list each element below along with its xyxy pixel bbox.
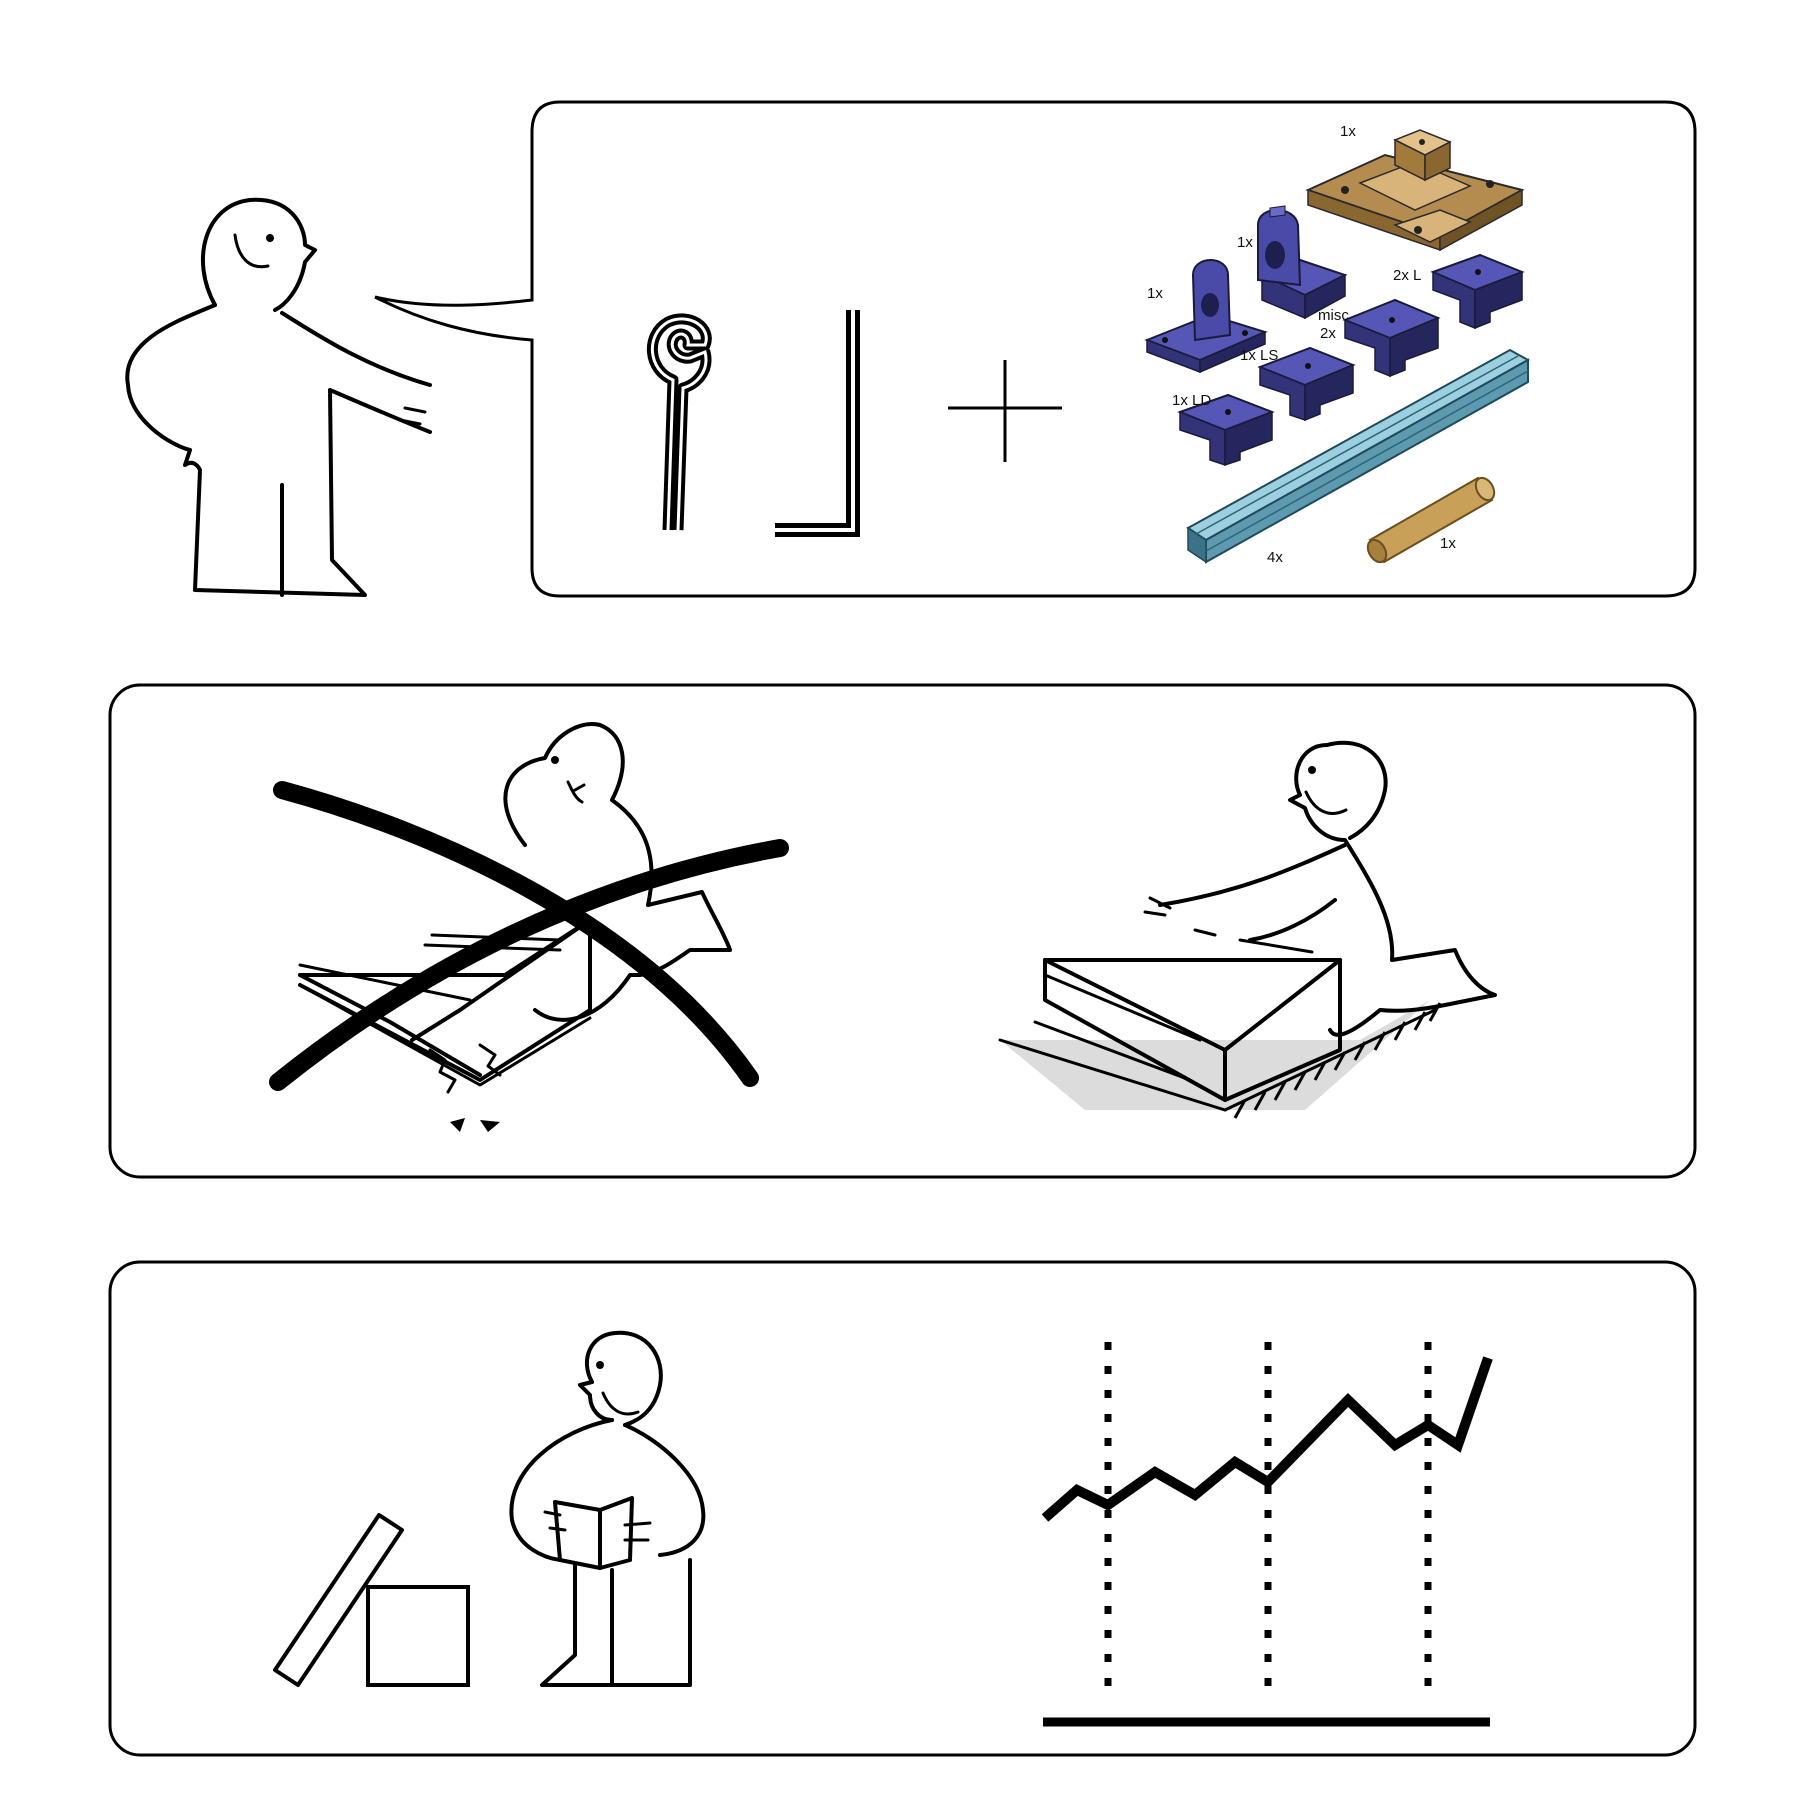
bearing-mount-part <box>1144 259 1268 374</box>
misc-bracket-part <box>1342 298 1441 378</box>
wrench-icon <box>647 313 712 531</box>
panel-3-frame <box>108 1260 1697 1757</box>
rod-part <box>1366 476 1496 564</box>
misc-bracket-label-line2: 2x <box>1320 325 1336 342</box>
l-bracket-label: 2x L <box>1393 267 1421 284</box>
reading-person-icon <box>509 1330 706 1687</box>
callout-box <box>374 100 1697 598</box>
motor-mount-part <box>1257 205 1348 320</box>
extrusion-part <box>1186 348 1531 564</box>
ld-bracket-label: 1x LD <box>1172 392 1211 409</box>
trend-graph-icon <box>1041 1342 1493 1727</box>
panel-1: 1x 1x 1x <box>125 100 1697 598</box>
parts-illustration: 1x 1x 1x <box>1144 123 1531 566</box>
base-part <box>1305 129 1525 252</box>
pointing-person-icon <box>125 197 432 597</box>
ls-bracket-part <box>1257 346 1356 422</box>
right-way-scene <box>998 740 1497 1119</box>
motor-mount-label: 1x <box>1237 234 1253 251</box>
panel-2 <box>108 683 1697 1179</box>
extrusion-label: 4x <box>1267 549 1283 566</box>
rod-label: 1x <box>1440 535 1456 552</box>
plus-icon <box>948 360 1062 462</box>
ls-bracket-label: 1x LS <box>1240 347 1278 364</box>
wrong-way-scene <box>269 722 789 1132</box>
l-bracket-part <box>1430 253 1525 330</box>
forbidden-cross-icon <box>273 781 759 1087</box>
allen-key-icon <box>775 310 860 537</box>
panel-3 <box>108 1260 1697 1757</box>
bearing-mount-label: 1x <box>1147 285 1163 302</box>
misc-bracket-label-line1: misc <box>1318 307 1349 324</box>
ld-bracket-part <box>1177 393 1275 467</box>
panel-2-frame <box>108 683 1697 1179</box>
rug-fringe <box>1233 1002 1442 1119</box>
base-part-label: 1x <box>1340 123 1356 140</box>
open-box-icon <box>273 1513 470 1687</box>
